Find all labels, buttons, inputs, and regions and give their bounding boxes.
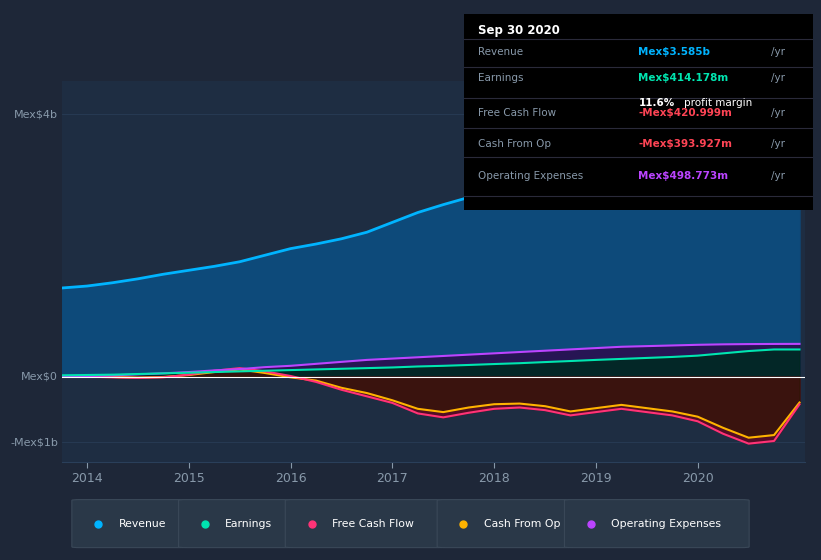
Text: profit margin: profit margin xyxy=(684,99,752,108)
Text: /yr: /yr xyxy=(771,48,785,57)
FancyBboxPatch shape xyxy=(438,500,573,548)
Text: Cash From Op: Cash From Op xyxy=(478,139,551,150)
FancyBboxPatch shape xyxy=(72,500,187,548)
Text: Mex$498.773m: Mex$498.773m xyxy=(639,171,728,181)
Text: 11.6%: 11.6% xyxy=(639,99,675,108)
Text: Mex$3.585b: Mex$3.585b xyxy=(639,48,710,57)
Text: /yr: /yr xyxy=(771,73,785,83)
Text: /yr: /yr xyxy=(771,171,785,181)
Text: /yr: /yr xyxy=(771,108,785,118)
Text: -Mex$1b: -Mex$1b xyxy=(10,437,57,447)
Text: Operating Expenses: Operating Expenses xyxy=(612,519,721,529)
Text: Mex$414.178m: Mex$414.178m xyxy=(639,73,728,83)
Text: Revenue: Revenue xyxy=(119,519,166,529)
Text: Mex$4b: Mex$4b xyxy=(14,109,57,119)
Text: Cash From Op: Cash From Op xyxy=(484,519,561,529)
Text: Free Cash Flow: Free Cash Flow xyxy=(478,108,556,118)
Text: Revenue: Revenue xyxy=(478,48,523,57)
FancyBboxPatch shape xyxy=(179,500,294,548)
Text: Free Cash Flow: Free Cash Flow xyxy=(333,519,414,529)
Text: Earnings: Earnings xyxy=(478,73,523,83)
Text: Operating Expenses: Operating Expenses xyxy=(478,171,583,181)
Text: /yr: /yr xyxy=(771,139,785,150)
FancyBboxPatch shape xyxy=(565,500,750,548)
Text: Sep 30 2020: Sep 30 2020 xyxy=(478,24,560,37)
FancyBboxPatch shape xyxy=(286,500,445,548)
Text: Mex$0: Mex$0 xyxy=(21,372,57,382)
Text: -Mex$420.999m: -Mex$420.999m xyxy=(639,108,732,118)
Text: -Mex$393.927m: -Mex$393.927m xyxy=(639,139,732,150)
Text: Earnings: Earnings xyxy=(225,519,273,529)
